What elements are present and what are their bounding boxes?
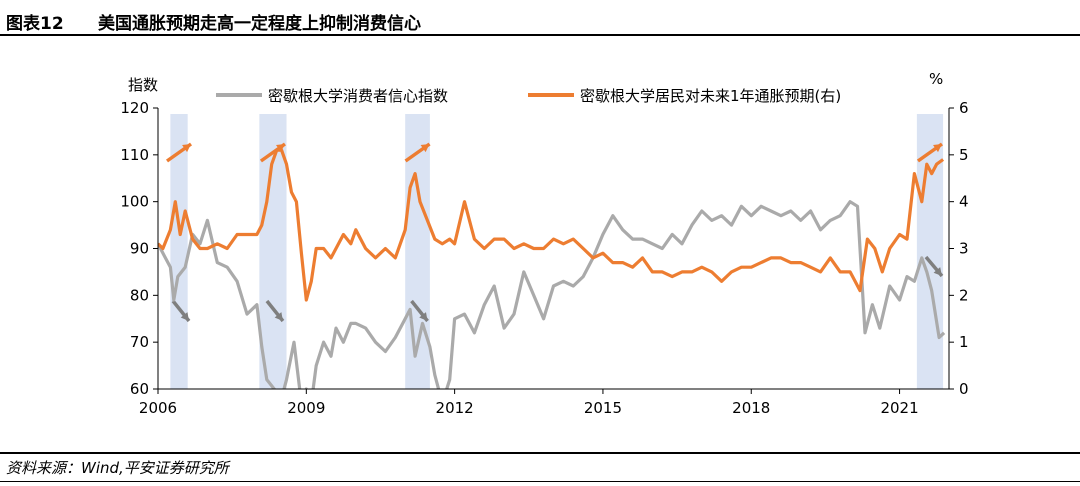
inflation-expectation-line (158, 148, 945, 302)
x-tick-label: 2015 (584, 399, 622, 417)
legend-label-expectation: 密歇根大学居民对未来1年通胀预期(右) (580, 87, 841, 105)
up-arrow-icon (165, 142, 193, 163)
down-arrow-icon (171, 299, 191, 323)
figure-label: 图表12 (6, 14, 64, 34)
right-tick-label: 4 (959, 193, 969, 211)
x-tick-label: 2018 (732, 399, 770, 417)
right-tick-label: 6 (959, 99, 969, 117)
trend-arrows (165, 142, 944, 323)
dual-axis-line-chart: 60 70 80 90 100 110 120 0 1 2 3 4 5 6 2006 2009 2012 2015… (120, 70, 968, 417)
left-tick-label: 100 (120, 193, 149, 211)
footer-divider (0, 452, 1080, 454)
right-tick-label: 0 (959, 380, 969, 398)
sentiment-index-line (158, 200, 946, 389)
up-arrow-icon (916, 142, 943, 163)
down-arrow-icon (410, 299, 429, 323)
down-arrow-icon (924, 255, 944, 278)
x-tick-label: 2012 (436, 399, 474, 417)
left-tick-label: 80 (130, 286, 149, 304)
shaded-periods (170, 114, 944, 389)
right-tick-label: 5 (959, 146, 969, 164)
left-tick-label: 70 (130, 333, 149, 351)
x-tick-label: 2009 (287, 399, 325, 417)
right-tick-label: 2 (959, 286, 969, 304)
shaded-period-0 (170, 114, 188, 389)
up-arrow-icon (404, 142, 431, 163)
up-arrow-icon (259, 142, 286, 163)
legend: 密歇根大学消费者信心指数 密歇根大学居民对未来1年通胀预期(右) (216, 87, 841, 105)
figure-header: 图表12 美国通胀预期走高一定程度上抑制消费信心 (0, 0, 1080, 36)
left-tick-label: 60 (130, 380, 149, 398)
tick-labels: 60 70 80 90 100 110 120 0 1 2 3 4 5 6 2006 2009 2012 2015… (120, 99, 968, 417)
shaded-period-3 (916, 114, 944, 389)
x-tick-label: 2021 (880, 399, 918, 417)
down-arrow-icon (265, 299, 285, 323)
source-note: 资料来源：Wind,平安证券研究所 (6, 459, 229, 477)
right-tick-label: 3 (959, 240, 969, 258)
footer-bottom-rule (0, 481, 1080, 482)
left-tick-label: 120 (120, 99, 149, 117)
right-tick-label: 1 (959, 333, 969, 351)
left-tick-label: 90 (130, 240, 149, 258)
legend-label-sentiment: 密歇根大学消费者信心指数 (268, 87, 448, 105)
series-lines (158, 148, 946, 389)
figure-title: 美国通胀预期走高一定程度上抑制消费信心 (98, 14, 421, 34)
right-axis-label: % (929, 70, 943, 88)
left-axis-label: 指数 (128, 76, 158, 94)
left-tick-label: 110 (120, 146, 149, 164)
x-tick-label: 2006 (139, 399, 177, 417)
